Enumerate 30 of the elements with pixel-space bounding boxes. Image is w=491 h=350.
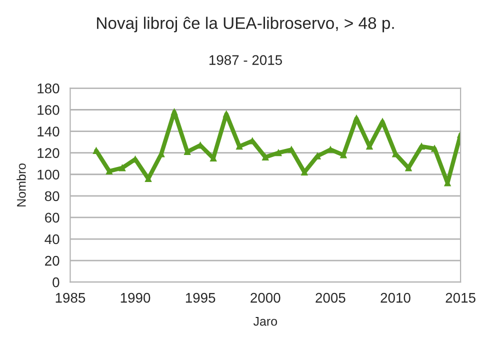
- point: [431, 145, 438, 152]
- y-tick-label: 120: [38, 148, 60, 158]
- y-tick-label: 180: [38, 84, 60, 94]
- chart-subtitle: 1987 - 2015: [209, 55, 282, 65]
- y-tick-label: 100: [38, 170, 60, 180]
- chart-title: Novaj libroj ĉe la UEA-libroservo, > 48 p.: [97, 16, 394, 32]
- x-tick-label: 2005: [316, 292, 346, 303]
- y-tick-label: 140: [38, 126, 60, 136]
- point: [118, 164, 126, 172]
- y-axis-title: Nombro: [16, 163, 26, 206]
- y-tick-label: 0: [52, 277, 60, 288]
- y-tick-label: 40: [44, 234, 60, 244]
- point: [262, 154, 269, 160]
- y-tick-label: 20: [45, 256, 60, 266]
- x-tick-label: 2000: [250, 292, 280, 303]
- x-tick-label: 1995: [186, 292, 216, 303]
- x-tick-label: 1985: [56, 292, 86, 303]
- point: [275, 150, 282, 156]
- point: [405, 164, 412, 172]
- x-tick-label: 1990: [120, 292, 150, 303]
- point: [106, 168, 113, 174]
- y-tick-label: 160: [38, 105, 60, 115]
- point: [353, 115, 360, 122]
- point: [171, 108, 178, 116]
- y-tick-label: 60: [45, 212, 60, 223]
- x-tick-label: 2015: [446, 292, 476, 303]
- point: [223, 110, 230, 118]
- y-tick-label: 80: [44, 191, 60, 202]
- x-tick-label: 2010: [380, 292, 410, 303]
- x-axis-title: Jaro: [253, 317, 278, 326]
